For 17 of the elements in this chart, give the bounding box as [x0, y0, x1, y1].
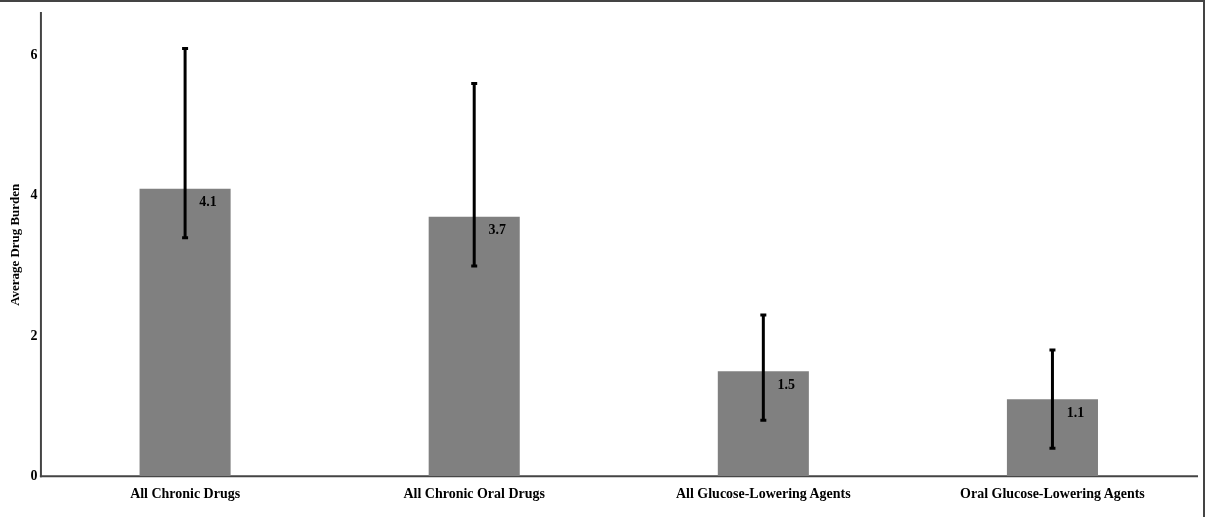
y-tick-label: 6: [30, 47, 38, 63]
x-tick-label: All Chronic Oral Drugs: [403, 486, 546, 502]
x-tick-label: All Chronic Drugs: [130, 486, 241, 502]
x-tick-label: Oral Glucose-Lowering Agents: [960, 486, 1146, 502]
data-label: 1.1: [1066, 404, 1085, 420]
y-tick-label: 4: [30, 187, 38, 203]
y-tick-label: 2: [30, 327, 38, 343]
x-tick-label: All Glucose-Lowering Agents: [676, 486, 852, 502]
bar: [428, 216, 520, 477]
bar: [139, 188, 231, 477]
y-tick-label: 0: [30, 467, 38, 483]
bar: [1006, 399, 1098, 477]
data-label: 3.7: [488, 222, 506, 238]
bar: [717, 371, 809, 477]
data-label: 4.1: [199, 194, 217, 210]
y-axis-title: Average Drug Burden: [7, 183, 23, 306]
data-label: 1.5: [777, 376, 796, 392]
